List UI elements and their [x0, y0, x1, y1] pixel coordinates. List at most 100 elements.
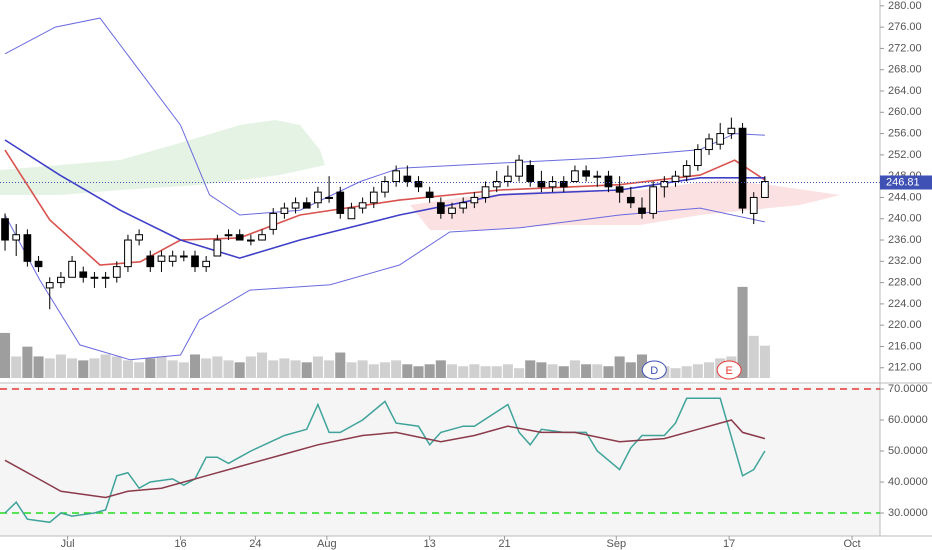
- volume-bar: [446, 364, 458, 378]
- y-tick-label: 280.00: [888, 0, 922, 12]
- y-tick-label: 244.00: [888, 191, 922, 203]
- volume-bar: [502, 364, 513, 378]
- candle-body: [738, 127, 747, 209]
- candle-body: [705, 138, 713, 151]
- volume-bar: [435, 360, 446, 378]
- volume-bar: [33, 356, 44, 378]
- y-tick-label: 220.00: [888, 319, 922, 331]
- candle-body: [358, 202, 367, 209]
- overlay-line: [4, 207, 766, 361]
- volume-bar: [245, 356, 256, 378]
- candle-body: [369, 191, 378, 204]
- volume-bar: [257, 352, 268, 378]
- volume-bar: [379, 362, 390, 378]
- candle-body: [381, 180, 389, 193]
- volume-bar: [122, 360, 133, 378]
- y-tick-label: 256.00: [888, 127, 922, 139]
- indicator-tick-label: 40.0000: [888, 476, 928, 488]
- candle-body: [526, 165, 535, 182]
- y-tick-label: 216.00: [888, 340, 922, 352]
- volume-bar: [491, 366, 502, 378]
- event-label: D: [650, 365, 658, 377]
- volume-bar: [156, 356, 167, 378]
- volume-bar: [100, 354, 111, 378]
- candle-body: [660, 180, 669, 188]
- candle-body: [258, 234, 266, 241]
- indicator-tick-label: 50.0000: [888, 445, 928, 457]
- candle-body: [392, 170, 400, 182]
- cloud-green: [0, 120, 325, 195]
- candle-body: [749, 196, 758, 214]
- candle-body: [615, 186, 624, 193]
- candle-body: [146, 255, 155, 268]
- candle-body: [314, 191, 322, 204]
- volume-bar: [458, 366, 469, 378]
- y-tick-label: 212.00: [888, 362, 922, 374]
- volume-bar: [681, 366, 692, 378]
- y-tick-label: 224.00: [888, 298, 922, 310]
- x-tick-label: Oct: [844, 538, 861, 550]
- candle-body: [548, 180, 557, 188]
- volume-bar: [692, 364, 703, 378]
- volume-bar: [22, 346, 33, 378]
- volume-bar: [346, 362, 357, 378]
- candle-body: [593, 175, 602, 178]
- candle-body: [34, 260, 43, 268]
- y-tick-label: 240.00: [888, 213, 922, 225]
- volume-bar: [547, 364, 558, 378]
- event-label: E: [725, 365, 732, 377]
- candle-body: [448, 207, 456, 214]
- x-tick-label: 16: [174, 538, 186, 550]
- volume-bar: [581, 364, 592, 378]
- candle-body: [224, 234, 233, 237]
- volume-bar: [44, 358, 55, 378]
- volume-bar: [312, 356, 323, 378]
- candle-body: [291, 202, 300, 209]
- x-tick-label: 24: [249, 538, 261, 550]
- volume-bar: [424, 364, 435, 378]
- x-tick-label: 21: [498, 538, 510, 550]
- candle-body: [336, 191, 345, 214]
- volume-bar: [357, 360, 368, 378]
- volume-bar: [55, 354, 66, 378]
- volume-bar: [514, 368, 525, 378]
- candle-body: [626, 196, 635, 204]
- volume-bar: [0, 332, 11, 378]
- volume-bar: [324, 360, 335, 378]
- candle-body: [269, 212, 278, 230]
- volume-bar: [569, 360, 580, 378]
- indicator-background: [0, 386, 880, 536]
- candle-body: [559, 180, 568, 188]
- candle-body: [135, 234, 143, 241]
- candle-body: [414, 180, 423, 188]
- volume-bar: [636, 354, 648, 378]
- candle-body: [537, 180, 546, 188]
- volume-bar: [134, 362, 145, 378]
- last-price-label: 246.81: [886, 176, 920, 188]
- y-tick-label: 264.00: [888, 85, 922, 97]
- overlay-line: [4, 139, 765, 259]
- volume-bar: [11, 356, 22, 378]
- x-tick-label: Sep: [606, 538, 626, 550]
- y-tick-label: 232.00: [888, 255, 922, 267]
- volume-bar: [536, 362, 547, 378]
- volume-bar: [402, 364, 413, 378]
- volume-bar: [301, 362, 312, 378]
- candle-body: [101, 276, 110, 279]
- y-tick-label: 272.00: [888, 42, 922, 54]
- volume-bar: [670, 368, 681, 378]
- event-badge: [716, 360, 742, 380]
- candle-body: [436, 202, 445, 214]
- candle-body: [459, 202, 468, 209]
- candle-body: [168, 255, 177, 262]
- volume-bar: [212, 356, 223, 378]
- candle-body: [23, 234, 32, 262]
- volume-bar: [748, 335, 759, 378]
- candle-body: [280, 207, 289, 214]
- candle-body: [694, 149, 702, 167]
- candle-body: [79, 271, 88, 278]
- volume-bar: [223, 360, 234, 378]
- volume-bar: [89, 358, 100, 378]
- volume-bar: [145, 358, 156, 378]
- y-tick-label: 260.00: [888, 106, 922, 118]
